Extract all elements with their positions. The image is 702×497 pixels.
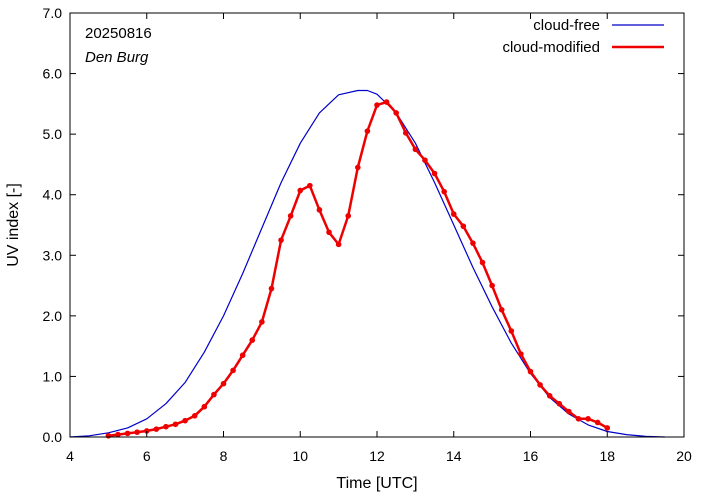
data-point (594, 419, 601, 426)
data-point (172, 421, 179, 428)
data-point (355, 164, 361, 171)
data-point (489, 282, 495, 289)
y-tick-label: 3.0 (43, 247, 63, 263)
series-line-cloud-free (69, 89, 665, 438)
data-point (402, 130, 409, 136)
data-point (566, 408, 572, 415)
data-point (268, 285, 275, 292)
data-point (259, 319, 265, 325)
y-tick-label: 2.0 (43, 308, 63, 324)
data-point (345, 213, 352, 219)
data-point (604, 425, 611, 431)
data-point (230, 367, 236, 374)
data-point (498, 307, 505, 313)
data-point (441, 188, 447, 195)
y-tick-label: 0.0 (43, 429, 63, 445)
x-tick-label: 10 (292, 448, 308, 464)
data-point (537, 382, 543, 388)
data-point (422, 157, 428, 163)
tick-layer: 4 6 8 10 12 14 16 18 20 0.0 1.0 2.0 3.0 4.0 5.0 6.0 7.0 (43, 5, 692, 464)
data-point (335, 241, 342, 248)
data-point (518, 351, 524, 357)
data-point (239, 352, 246, 359)
plot-frame (69, 12, 685, 438)
x-tick-label: 16 (523, 448, 539, 464)
data-point (220, 380, 227, 387)
data-point (134, 429, 140, 435)
data-point (163, 423, 169, 430)
y-tick-label: 4.0 (43, 187, 63, 203)
data-point (575, 416, 582, 422)
data-point (393, 110, 399, 116)
x-tick-label: 12 (369, 448, 385, 464)
plot-layer (69, 89, 665, 439)
data-point (508, 328, 515, 334)
y-tick-label: 6.0 (43, 66, 63, 82)
legend: cloud-free cloud-modified (502, 17, 664, 56)
data-point (287, 213, 294, 219)
data-point (153, 426, 160, 432)
data-point (316, 207, 323, 213)
x-tick-label: 4 (66, 448, 74, 464)
data-point (585, 416, 591, 422)
data-point (546, 393, 553, 399)
data-point (556, 400, 563, 407)
data-point (201, 403, 208, 410)
data-point (470, 240, 476, 246)
data-point (383, 99, 390, 105)
data-point (450, 211, 457, 217)
series-line-cloud-modified (108, 100, 608, 438)
data-point (105, 432, 112, 439)
legend-label-cloud-free: cloud-free (533, 17, 600, 34)
data-point (249, 337, 256, 343)
y-axis-title: UV index [-] (5, 183, 22, 267)
data-point (191, 413, 198, 419)
data-point (307, 182, 313, 189)
y-tick-label: 1.0 (43, 368, 63, 384)
location-annotation: Den Burg (85, 49, 149, 66)
data-point (374, 102, 380, 108)
data-point (278, 237, 284, 243)
x-tick-label: 18 (599, 448, 615, 464)
data-point (182, 417, 188, 424)
legend-label-cloud-modified: cloud-modified (502, 39, 600, 56)
data-point (527, 368, 534, 375)
y-tick-label: 7.0 (43, 5, 63, 21)
x-tick-label: 8 (220, 448, 228, 464)
data-point (364, 128, 371, 134)
x-tick-label: 20 (676, 448, 692, 464)
data-point (412, 146, 419, 153)
data-point (431, 170, 438, 177)
x-tick-label: 6 (143, 448, 151, 464)
x-tick-label: 14 (446, 448, 462, 464)
data-point (479, 259, 486, 266)
data-point (297, 187, 304, 194)
y-tick-label: 5.0 (43, 126, 63, 142)
x-axis-title: Time [UTC] (336, 475, 417, 492)
data-point (115, 431, 121, 438)
date-annotation: 20250816 (85, 25, 152, 42)
data-point (143, 428, 150, 434)
data-point (211, 391, 217, 398)
data-point (460, 223, 467, 230)
data-point (326, 229, 332, 236)
data-point (124, 430, 131, 437)
